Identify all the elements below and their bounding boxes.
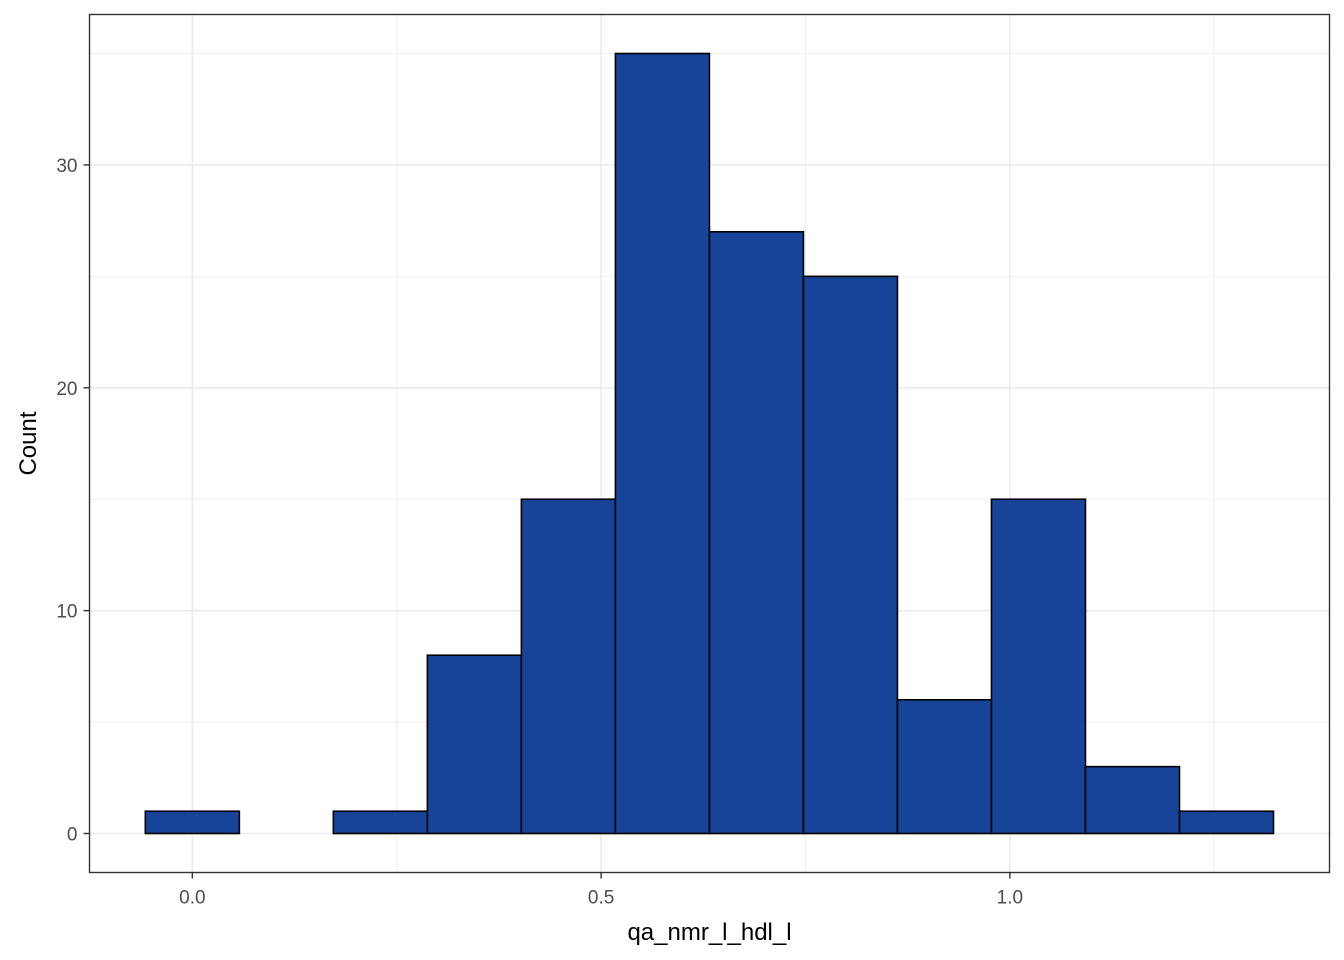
bars xyxy=(144,52,1275,835)
panel-border xyxy=(88,13,1331,874)
histogram-bar xyxy=(990,498,1087,835)
histogram-bar xyxy=(802,275,899,835)
histogram-bar xyxy=(520,498,617,835)
y-tick-label: 20 xyxy=(56,379,77,400)
y-axis-ticks: 0 10 20 30 xyxy=(56,156,90,846)
histogram-bar xyxy=(1084,765,1181,835)
y-tick-label: 0 xyxy=(67,825,78,846)
x-tick-label: 0.0 xyxy=(179,888,205,909)
histogram-bar xyxy=(144,810,241,835)
y-axis-title: Count xyxy=(15,411,42,475)
histogram-bar xyxy=(896,698,993,835)
y-tick-label: 30 xyxy=(56,156,77,177)
x-axis-title: qa_nmr_l_hdl_l xyxy=(627,919,791,946)
histogram-bar xyxy=(1178,810,1275,835)
histogram-bar xyxy=(708,230,805,835)
histogram-bar xyxy=(426,654,523,835)
x-axis-ticks: 0.0 0.5 1.0 xyxy=(179,872,1023,909)
histogram-bar xyxy=(614,52,711,835)
x-tick-label: 0.5 xyxy=(588,888,614,909)
y-tick-label: 10 xyxy=(56,602,77,623)
x-tick-label: 1.0 xyxy=(997,888,1023,909)
histogram-bar xyxy=(332,810,429,835)
